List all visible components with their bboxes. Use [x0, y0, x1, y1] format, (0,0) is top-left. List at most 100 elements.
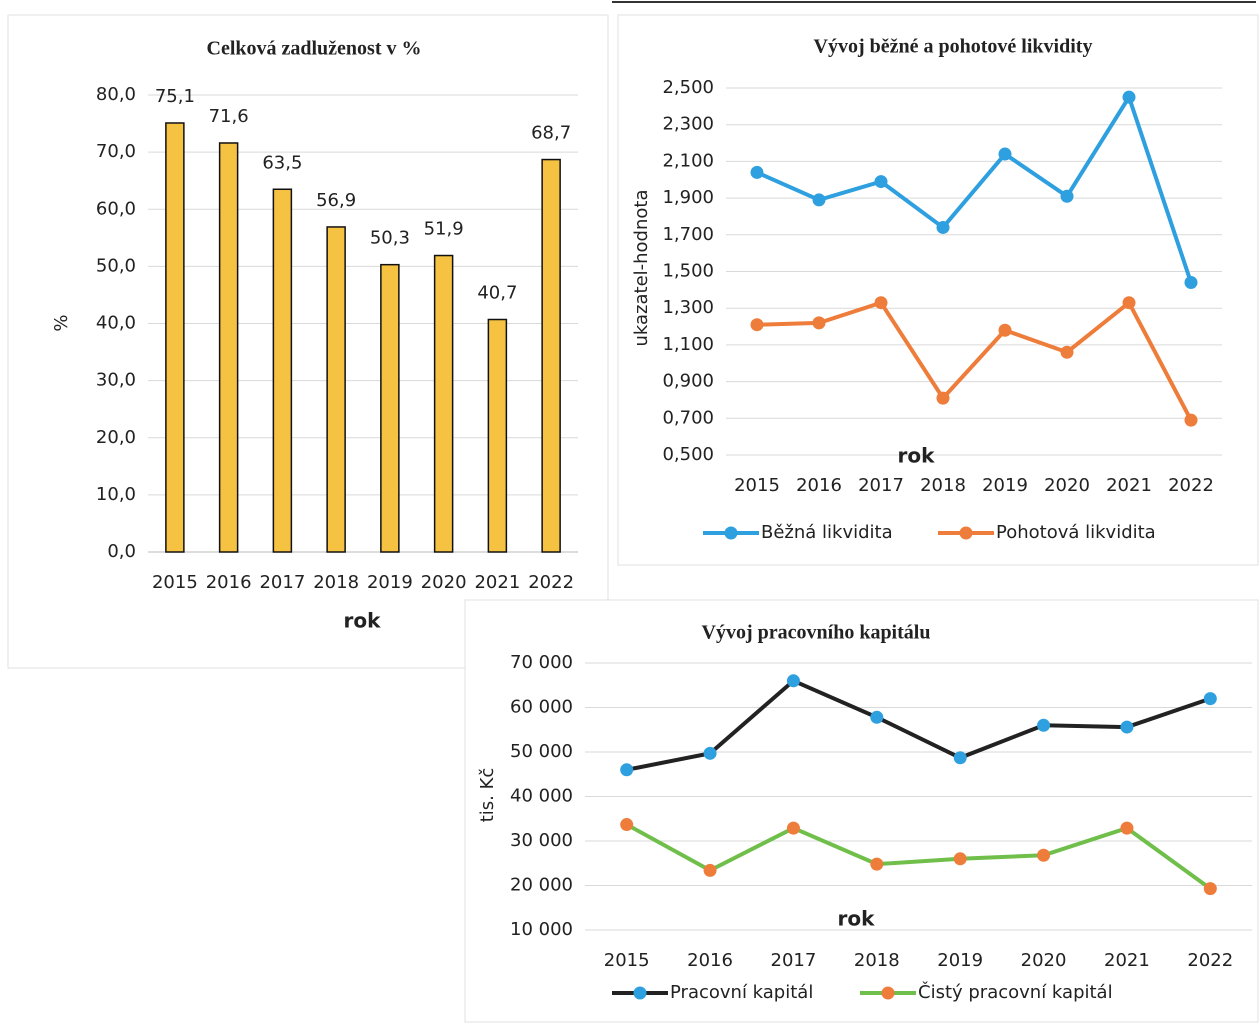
series-marker [998, 323, 1012, 337]
series-marker [874, 175, 888, 189]
series-marker [936, 220, 950, 234]
series-marker [1120, 821, 1134, 835]
x-tick-label: 2017 [771, 950, 817, 971]
data-label: 71,6 [209, 106, 249, 127]
y-axis-label: % [51, 314, 72, 331]
data-label: 50,3 [370, 228, 410, 249]
x-tick-label: 2015 [604, 950, 650, 971]
chart-frame [7, 14, 609, 669]
y-tick-label: 1,500 [662, 261, 714, 282]
chart-title: Vývoj běžné a pohotové likvidity [814, 36, 1093, 58]
series-marker [1060, 345, 1074, 359]
y-axis-label: ukazatel-hodnota [631, 189, 652, 346]
bar [380, 263, 400, 553]
legend-marker [881, 986, 895, 1000]
x-axis-label: rok [898, 444, 936, 468]
data-label: 63,5 [262, 152, 302, 173]
legend-label: Čistý pracovní kapitál [918, 981, 1113, 1003]
series-marker [786, 674, 800, 688]
series-marker [1037, 718, 1051, 732]
series-marker [998, 147, 1012, 161]
y-tick-label: 80,0 [96, 84, 136, 105]
data-label: 75,1 [155, 86, 195, 107]
y-tick-label: 40 000 [510, 786, 573, 807]
y-tick-label: 40,0 [96, 313, 136, 334]
y-tick-label: 10 000 [510, 919, 573, 940]
legend-marker [959, 526, 973, 540]
y-tick-label: 1,300 [662, 297, 714, 318]
bar [165, 122, 185, 553]
x-tick-label: 2016 [796, 475, 842, 496]
y-tick-label: 50 000 [510, 741, 573, 762]
series-marker [620, 763, 634, 777]
y-tick-label: 20 000 [510, 875, 573, 896]
x-tick-label: 2018 [920, 475, 966, 496]
y-tick-label: 60 000 [510, 697, 573, 718]
chart-title: Vývoj pracovního kapitálu [702, 622, 931, 644]
x-tick-label: 2020 [1044, 475, 1090, 496]
y-tick-label: 0,500 [662, 444, 714, 465]
series-marker [1122, 296, 1136, 310]
y-tick-label: 0,0 [107, 541, 136, 562]
y-tick-label: 50,0 [96, 255, 136, 276]
series-line [756, 299, 1193, 422]
legend-label: Pohotová likvidita [996, 522, 1156, 543]
x-tick-label: 2021 [474, 572, 520, 593]
series-marker [1184, 276, 1198, 290]
y-tick-label: 2,500 [662, 77, 714, 98]
y-tick-label: 2,100 [662, 150, 714, 171]
series-marker [1060, 189, 1074, 203]
x-axis-label: rok [344, 609, 382, 633]
series-marker [1120, 720, 1134, 734]
y-tick-label: 1,100 [662, 334, 714, 355]
x-tick-label: 2015 [734, 475, 780, 496]
x-tick-label: 2018 [313, 572, 359, 593]
series-marker [870, 710, 884, 724]
data-label: 40,7 [477, 283, 517, 304]
series-marker [870, 857, 884, 871]
x-tick-label: 2021 [1104, 950, 1150, 971]
chart-title: Celková zadluženost v % [207, 38, 422, 60]
data-label: 51,9 [424, 219, 464, 240]
series-marker [812, 316, 826, 330]
x-tick-label: 2016 [206, 572, 252, 593]
chart-frame [617, 14, 1259, 566]
y-tick-label: 1,700 [662, 224, 714, 245]
y-tick-label: 70,0 [96, 141, 136, 162]
x-tick-label: 2019 [367, 572, 413, 593]
series-marker [953, 852, 967, 866]
legend-label: Běžná likvidita [761, 522, 893, 543]
x-tick-label: 2019 [937, 950, 983, 971]
x-tick-label: 2015 [152, 572, 198, 593]
x-tick-label: 2017 [259, 572, 305, 593]
series-marker [1184, 413, 1198, 427]
x-tick-label: 2022 [1187, 950, 1233, 971]
bar [218, 142, 239, 553]
x-tick-label: 2020 [421, 572, 467, 593]
y-tick-label: 30,0 [96, 370, 136, 391]
bar [272, 188, 293, 553]
series-marker [786, 821, 800, 835]
legend-marker [724, 526, 738, 540]
y-tick-label: 30 000 [510, 830, 573, 851]
series-marker [750, 165, 764, 179]
series-marker [620, 818, 634, 832]
x-tick-label: 2021 [1106, 475, 1152, 496]
x-tick-label: 2016 [687, 950, 733, 971]
series-marker [703, 746, 717, 760]
series-line [756, 92, 1193, 284]
bar [541, 158, 561, 553]
y-tick-label: 0,700 [662, 407, 714, 428]
series-line [625, 822, 1212, 891]
y-axis-label: tis. Kč [477, 768, 498, 823]
bar [433, 254, 454, 553]
data-label: 56,9 [316, 190, 356, 211]
series-marker [953, 751, 967, 765]
x-tick-label: 2022 [1168, 475, 1214, 496]
y-tick-label: 20,0 [96, 427, 136, 448]
series-marker [874, 296, 888, 310]
series-marker [936, 391, 950, 405]
series-marker [1203, 692, 1217, 706]
legend-marker [633, 986, 647, 1000]
y-tick-label: 60,0 [96, 198, 136, 219]
